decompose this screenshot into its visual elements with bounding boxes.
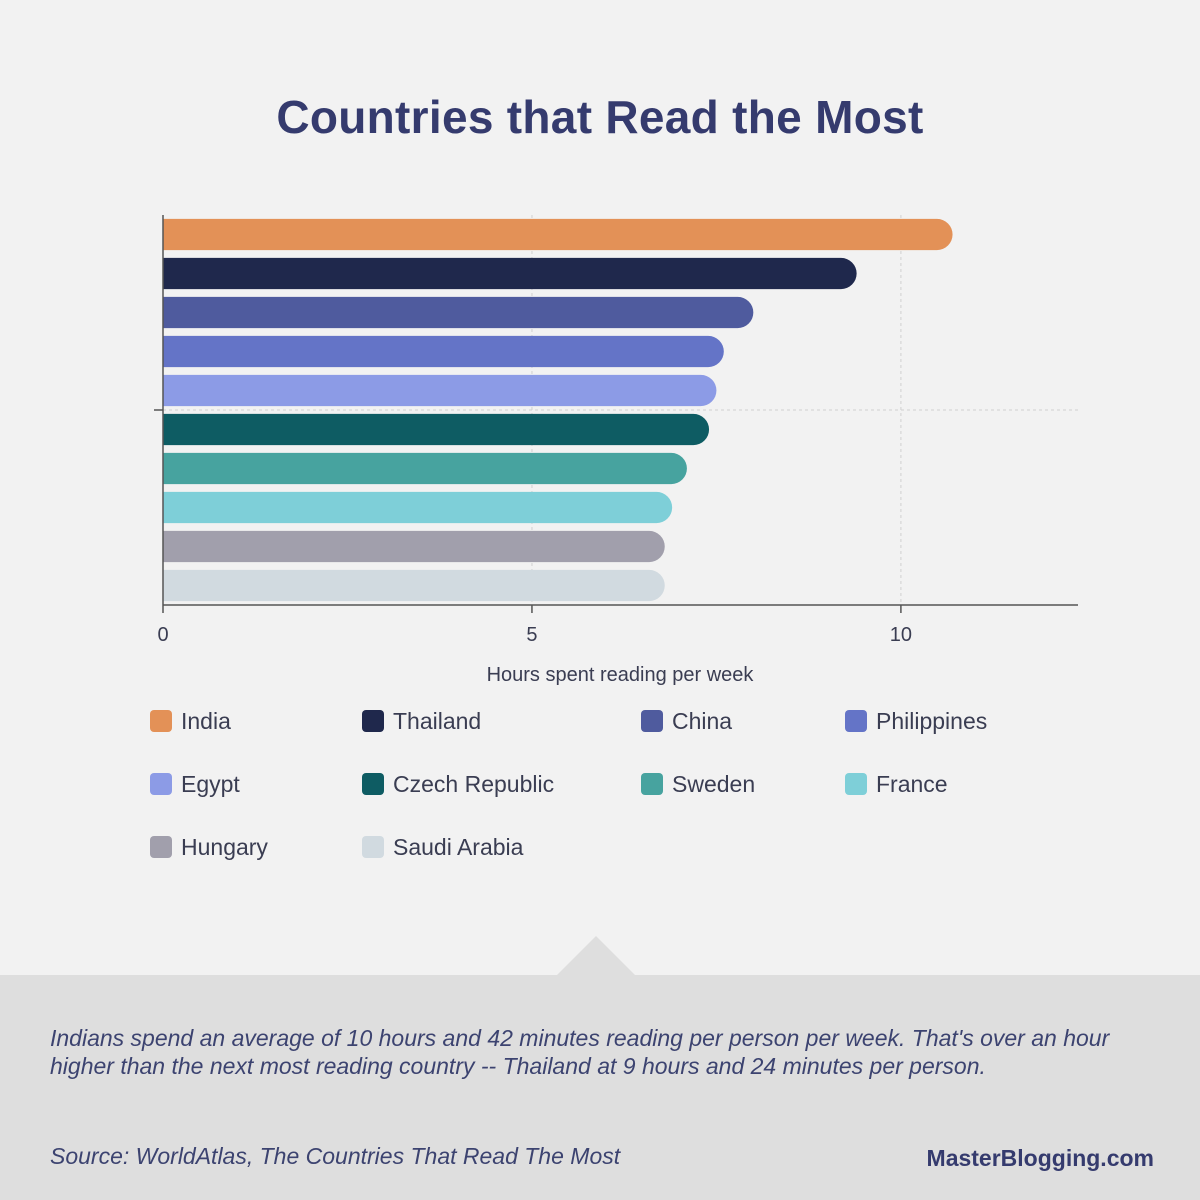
legend-item: Philippines	[845, 706, 987, 736]
chart-title: Countries that Read the Most	[276, 91, 924, 143]
panel-notch	[557, 936, 635, 975]
legend-label: France	[876, 770, 948, 797]
legend-label: Hungary	[181, 833, 268, 860]
legend-swatch	[150, 710, 172, 732]
legend-item: Czech Republic	[362, 769, 554, 799]
bar-sweden	[163, 452, 687, 485]
bar-india	[163, 218, 953, 251]
legend-label: Sweden	[672, 770, 756, 797]
legend-item: Thailand	[362, 706, 481, 736]
legend-label: Czech Republic	[393, 770, 555, 797]
bar-egypt	[163, 374, 717, 407]
x-tick-label: 10	[890, 624, 912, 646]
legend-swatch	[150, 773, 172, 795]
bar-czech-republic	[163, 413, 710, 446]
legend-item: Sweden	[641, 769, 755, 799]
legend-item: China	[641, 706, 732, 736]
legend-swatch	[641, 773, 663, 795]
legend-label: Egypt	[181, 770, 240, 797]
bar-hungary	[163, 530, 665, 563]
legend-item: Hungary	[150, 832, 268, 862]
bar-china	[163, 296, 754, 329]
legend-swatch	[150, 836, 172, 858]
legend-swatch	[362, 773, 384, 795]
caption-panel	[0, 975, 1200, 1200]
x-axis-title: Hours spent reading per week	[486, 664, 754, 686]
legend-item: India	[150, 706, 231, 736]
legend-swatch	[362, 710, 384, 732]
bar-saudi-arabia	[163, 569, 665, 602]
legend-label: Saudi Arabia	[393, 833, 524, 860]
source-text: Source: WorldAtlas, The Countries That R…	[50, 1143, 621, 1169]
bar-thailand	[163, 257, 857, 290]
legend-label: Philippines	[876, 707, 988, 734]
legend-label: China	[672, 707, 733, 734]
legend-swatch	[845, 773, 867, 795]
legend-swatch	[362, 836, 384, 858]
legend-label: India	[181, 707, 231, 734]
x-tick-label: 5	[526, 624, 537, 646]
x-tick-label: 0	[157, 624, 168, 646]
caption-text: Indians spend an average of 10 hours and…	[50, 1025, 1110, 1079]
legend-item: Egypt	[150, 769, 240, 799]
bar-philippines	[163, 335, 724, 368]
legend-label: Thailand	[393, 707, 482, 734]
bar-france	[163, 491, 673, 524]
legend-item: France	[845, 769, 948, 799]
legend-swatch	[845, 710, 867, 732]
legend-swatch	[641, 710, 663, 732]
brand-logo: MasterBlogging.com	[926, 1145, 1154, 1171]
legend-item: Saudi Arabia	[362, 832, 523, 862]
